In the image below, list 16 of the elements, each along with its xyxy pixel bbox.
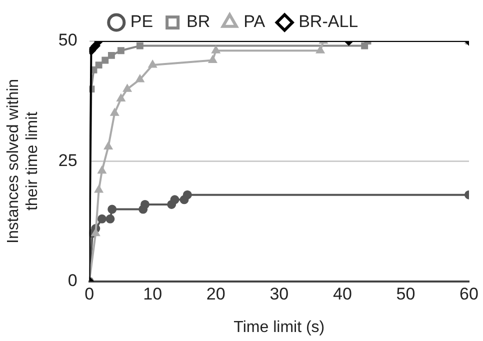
legend-label: BR-ALL — [298, 12, 358, 32]
y-tick-label: 0 — [68, 271, 78, 290]
y-tick-label: 25 — [58, 150, 78, 170]
legend-label: PE — [130, 12, 154, 32]
y-axis-title: Instances solved within their time limit — [5, 78, 42, 244]
x-tick-label: 10 — [143, 284, 162, 304]
x-tick-label: 20 — [206, 284, 226, 304]
x-tick-label: 60 — [460, 284, 478, 304]
legend-label: PA — [244, 12, 266, 32]
y-tick-label: 50 — [58, 30, 78, 50]
legend-label: BR — [186, 12, 210, 32]
x-axis-title: Time limit (s) — [234, 318, 325, 336]
x-tick-label: 50 — [396, 284, 416, 304]
x-tick-label: 30 — [270, 284, 289, 304]
x-tick-label: 40 — [332, 284, 352, 304]
x-tick-label: 0 — [84, 284, 94, 304]
